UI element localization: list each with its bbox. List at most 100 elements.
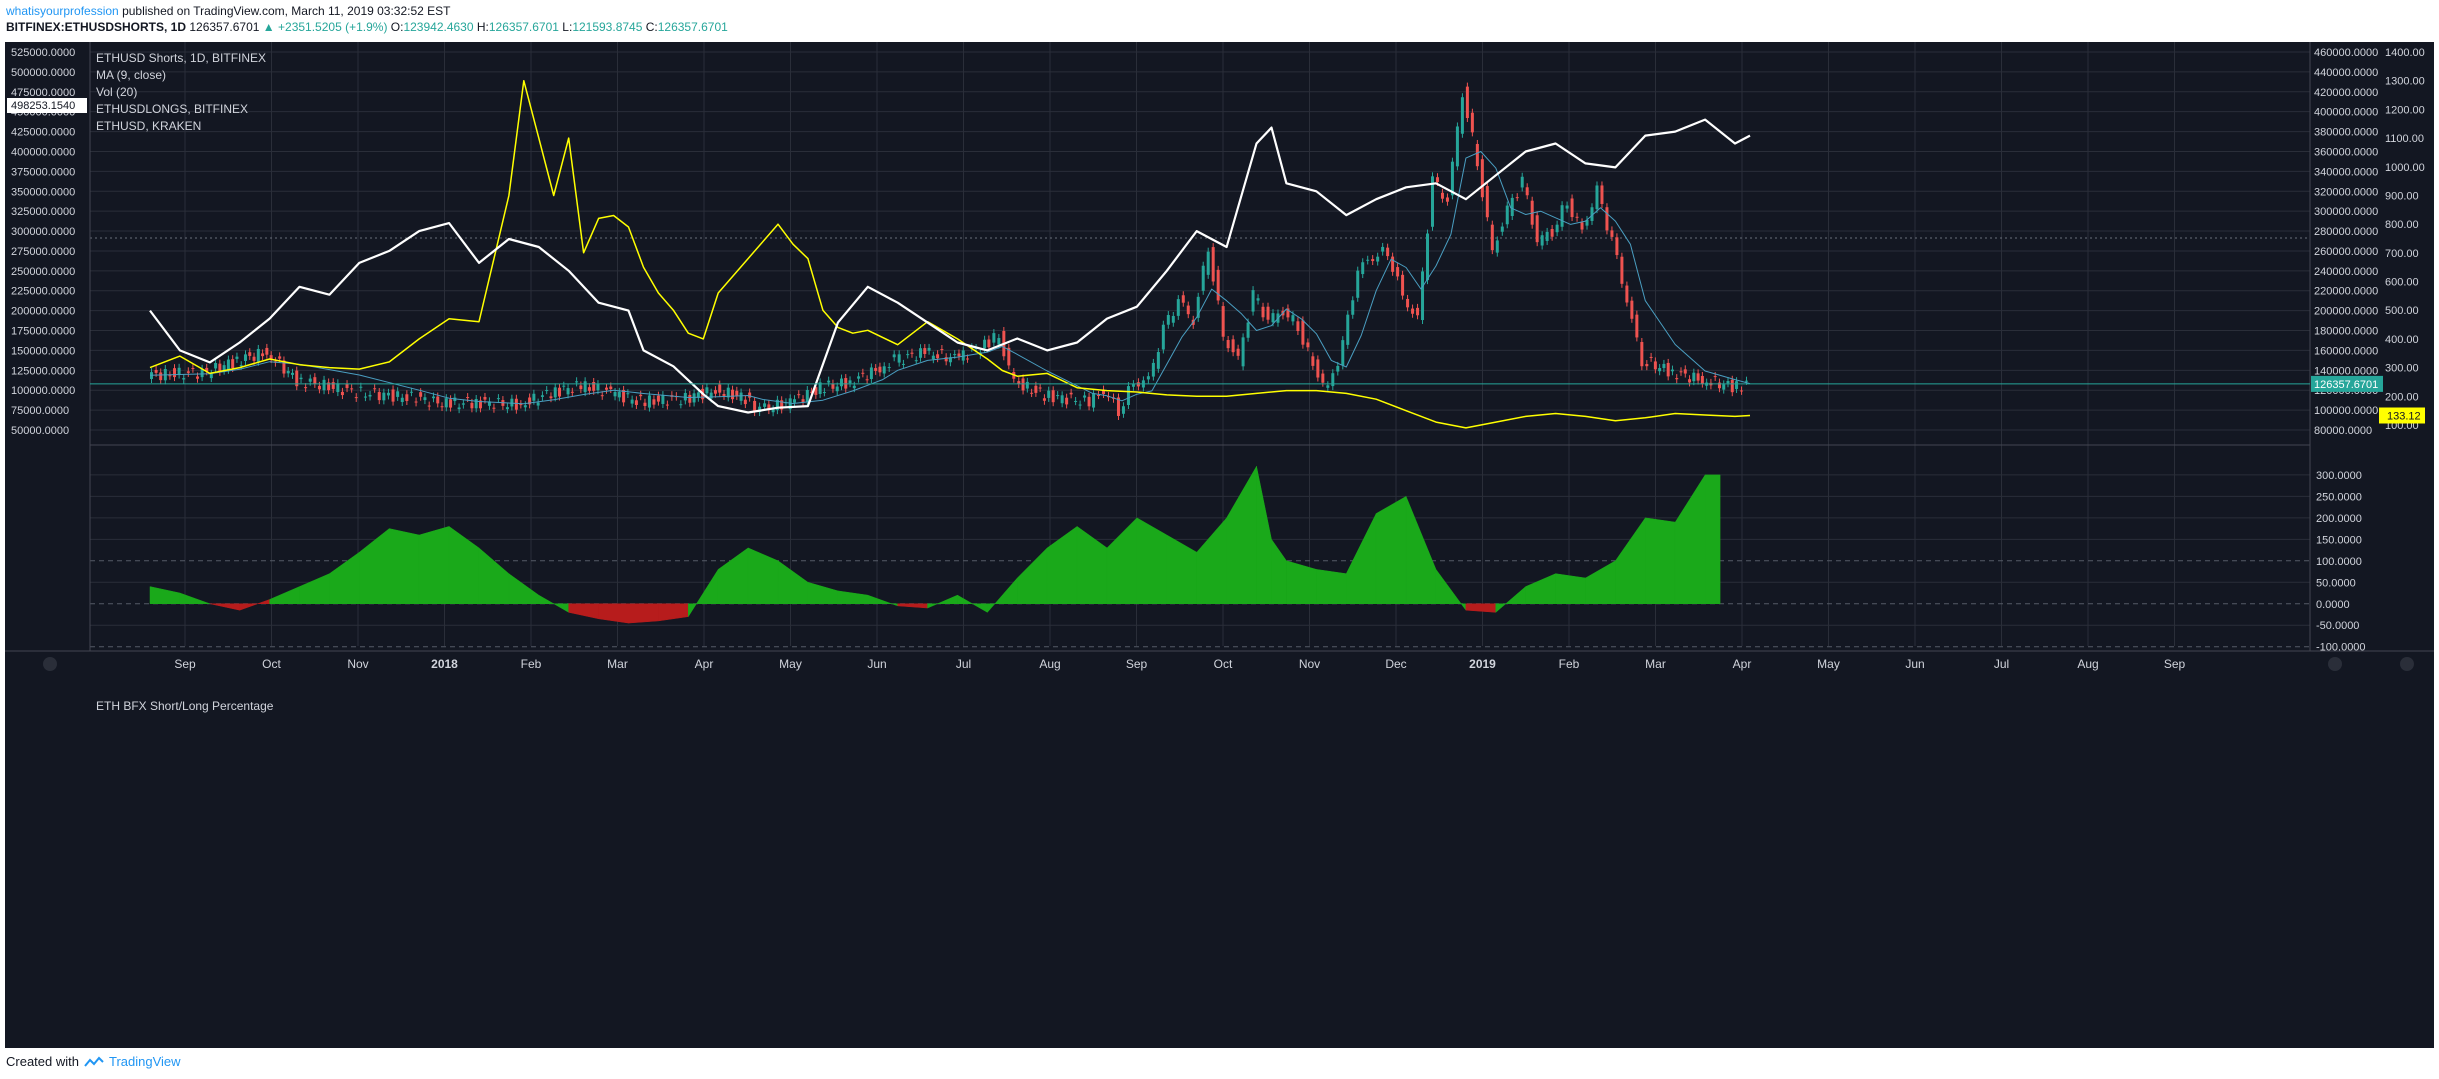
left-axis-tick: 525000.0000 bbox=[11, 47, 75, 59]
candle-body bbox=[570, 391, 574, 393]
candle-body bbox=[519, 404, 523, 406]
candle-body bbox=[1326, 385, 1330, 388]
candle-body bbox=[647, 395, 651, 408]
candle-body bbox=[763, 403, 767, 407]
candle-body bbox=[797, 394, 801, 396]
left-axis-tick: 350000.0000 bbox=[11, 186, 75, 198]
left-axis-tick: 275000.0000 bbox=[11, 246, 75, 258]
candle-body bbox=[391, 389, 395, 402]
candle-body bbox=[218, 363, 222, 372]
candle-body bbox=[299, 377, 303, 380]
candle-body bbox=[423, 397, 427, 401]
candle-body bbox=[1430, 176, 1434, 227]
left-axis-tick: 300000.0000 bbox=[11, 226, 75, 238]
x-axis-tick: Nov bbox=[347, 657, 368, 671]
candle-body bbox=[1034, 385, 1038, 393]
percentage-area-segment bbox=[179, 592, 210, 604]
candle-body bbox=[665, 404, 669, 406]
candle-body bbox=[630, 399, 634, 404]
right-axis-tick: 320000.0000 bbox=[2314, 186, 2378, 198]
candle-body bbox=[1131, 384, 1135, 387]
crosshair-label-box bbox=[7, 98, 87, 113]
candle-body bbox=[1490, 224, 1494, 251]
candle-body bbox=[1030, 392, 1034, 394]
price-axis-tick: 200.00 bbox=[2385, 391, 2419, 403]
candle-body bbox=[575, 381, 579, 383]
pane2-title: ETH BFX Short/Long Percentage bbox=[96, 699, 274, 713]
candle-body bbox=[308, 378, 312, 382]
candle-body bbox=[419, 392, 423, 397]
sub-axis-tick: 200.0000 bbox=[2316, 513, 2362, 525]
candle-body bbox=[1221, 306, 1225, 337]
candle-body bbox=[177, 367, 181, 375]
candle-body bbox=[1201, 265, 1205, 291]
candle-body bbox=[1161, 324, 1165, 350]
author-link[interactable]: whatisyourprofession bbox=[6, 4, 119, 18]
candle-body bbox=[1336, 365, 1340, 372]
candle-body bbox=[1047, 390, 1051, 398]
candle-body bbox=[887, 367, 891, 369]
candle-body bbox=[1585, 219, 1589, 226]
candle-body bbox=[226, 359, 230, 370]
right-axis-tick: 460000.0000 bbox=[2314, 47, 2378, 59]
candle-body bbox=[1396, 267, 1400, 277]
candle-body bbox=[1069, 392, 1073, 395]
candle-body bbox=[295, 370, 299, 387]
candle-body bbox=[1653, 361, 1657, 370]
candle-body bbox=[449, 399, 453, 408]
candle-body bbox=[874, 368, 878, 371]
left-axis-tick: 400000.0000 bbox=[11, 146, 75, 158]
candle-body bbox=[852, 385, 856, 389]
candle-body bbox=[214, 363, 218, 369]
candle-body bbox=[1683, 369, 1687, 374]
candle-body bbox=[553, 387, 557, 398]
percentage-area bbox=[149, 465, 1721, 624]
candle-body bbox=[1097, 395, 1101, 397]
candle-body bbox=[1311, 356, 1315, 366]
candle-body bbox=[327, 382, 331, 391]
sub-axis-tick: 100.0000 bbox=[2316, 556, 2362, 568]
price-axis-tick: 500.00 bbox=[2385, 305, 2419, 317]
left-axis-tick: 50000.0000 bbox=[11, 425, 69, 437]
candle-body bbox=[1645, 364, 1649, 367]
footer: Created with TradingView bbox=[6, 1054, 181, 1069]
candle-body bbox=[857, 376, 861, 379]
tradingview-link[interactable]: TradingView bbox=[108, 1054, 181, 1069]
series-lines bbox=[149, 79, 1751, 429]
candle-body bbox=[596, 384, 600, 391]
candle-body bbox=[363, 396, 367, 398]
right-axis-tick: 400000.0000 bbox=[2314, 107, 2378, 119]
candle-body bbox=[345, 384, 349, 389]
candle-body bbox=[510, 398, 514, 407]
candle-body bbox=[427, 405, 431, 407]
x-axis-tick: Aug bbox=[1039, 657, 1060, 671]
candle-body bbox=[304, 387, 308, 389]
candle-body bbox=[613, 392, 617, 397]
candle-body bbox=[923, 348, 927, 354]
candle-body bbox=[1087, 396, 1091, 407]
legend: ETHUSD Shorts, 1D, BITFINEX MA (9, close… bbox=[96, 51, 274, 713]
left-axis-tick: 425000.0000 bbox=[11, 127, 75, 139]
candle-body bbox=[1580, 222, 1584, 230]
price-axis-tick: 300.00 bbox=[2385, 363, 2419, 375]
candle-body bbox=[1316, 359, 1320, 378]
ethusd-price-box bbox=[2379, 407, 2425, 424]
candle-body bbox=[1640, 342, 1644, 367]
candle-body bbox=[1251, 290, 1255, 312]
candle-body bbox=[831, 383, 835, 389]
candle-body bbox=[1231, 339, 1235, 353]
candle-body bbox=[587, 387, 591, 391]
longs-line bbox=[149, 118, 1751, 414]
candle-body bbox=[792, 399, 796, 403]
chart-container[interactable]: 525000.0000500000.0000475000.0000450000.… bbox=[5, 42, 2434, 1048]
candle-body bbox=[957, 353, 961, 357]
candle-body bbox=[1735, 381, 1739, 389]
candle-body bbox=[1475, 143, 1479, 167]
candle-body bbox=[709, 392, 713, 399]
right-axis-tick: 240000.0000 bbox=[2314, 266, 2378, 278]
candle-body bbox=[696, 392, 700, 398]
candle-body bbox=[1291, 315, 1295, 322]
sub-axis-tick: -100.0000 bbox=[2316, 642, 2366, 654]
candle-body bbox=[182, 378, 186, 380]
chart-svg[interactable]: 525000.0000500000.0000475000.0000450000.… bbox=[5, 42, 2434, 1048]
